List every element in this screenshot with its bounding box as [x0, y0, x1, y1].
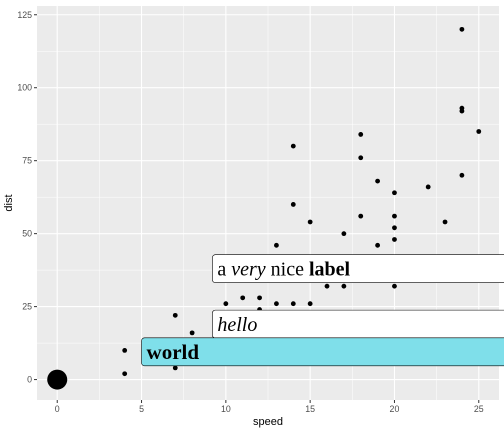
data-point	[274, 242, 279, 248]
data-point	[290, 301, 296, 307]
data-point	[122, 347, 128, 353]
data-point	[290, 143, 296, 149]
data-point	[290, 202, 296, 207]
data-point	[307, 219, 313, 225]
x-tick-label: 0	[55, 404, 60, 414]
data-point	[392, 225, 397, 231]
data-point	[172, 365, 178, 371]
label-text: a very nice label	[217, 258, 350, 280]
y-tick-label: 100	[17, 83, 32, 93]
data-point	[476, 129, 482, 134]
data-point	[358, 132, 364, 137]
data-point	[459, 172, 465, 178]
x-axis-title: speed	[253, 416, 283, 428]
y-tick-label: 50	[22, 229, 32, 239]
data-point	[392, 213, 397, 219]
label-box	[141, 337, 504, 367]
y-tick-label: 25	[22, 302, 32, 312]
data-point	[375, 242, 380, 248]
data-point	[240, 295, 246, 301]
x-tick-label: 20	[390, 404, 400, 414]
data-point	[324, 283, 330, 289]
data-point	[459, 26, 465, 32]
data-point	[274, 301, 279, 307]
data-point	[392, 237, 397, 242]
data-point	[341, 231, 347, 237]
large-data-point	[47, 369, 68, 390]
x-tick-label: 5	[139, 404, 144, 414]
data-point	[122, 371, 128, 377]
data-point	[442, 219, 448, 225]
label-run: a	[217, 258, 231, 280]
label-box	[212, 254, 504, 283]
data-point	[392, 283, 397, 289]
label-run: very	[231, 258, 266, 280]
data-point	[358, 213, 364, 219]
data-point	[392, 190, 397, 196]
data-point	[223, 301, 229, 307]
y-tick-label: 0	[27, 375, 32, 385]
y-tick-label: 125	[17, 10, 32, 20]
y-axis-title: dist	[3, 194, 15, 211]
y-axis-ticks: 0 25 50 75 100 125	[17, 10, 37, 385]
text-annotations: a very nice label hello world	[141, 254, 504, 367]
data-point	[307, 301, 313, 307]
x-tick-label: 10	[221, 404, 231, 414]
data-point	[459, 105, 465, 111]
data-point	[341, 283, 347, 289]
label-run: nice	[266, 258, 309, 280]
data-point	[257, 295, 262, 301]
data-point	[425, 184, 431, 190]
label-run: hello	[217, 314, 257, 336]
label-run: world	[147, 340, 200, 364]
label-text: world	[147, 340, 200, 364]
data-point	[172, 312, 178, 318]
x-tick-label: 25	[474, 404, 484, 414]
data-point	[189, 330, 195, 336]
major-gridlines	[37, 6, 499, 400]
data-point	[375, 178, 380, 184]
label-run: label	[309, 258, 351, 280]
label-text: hello	[217, 314, 257, 336]
x-axis-ticks: 0 5 10 15 20 25	[55, 400, 484, 414]
x-tick-label: 15	[305, 404, 315, 414]
y-tick-label: 75	[22, 156, 32, 166]
data-point	[358, 155, 364, 161]
